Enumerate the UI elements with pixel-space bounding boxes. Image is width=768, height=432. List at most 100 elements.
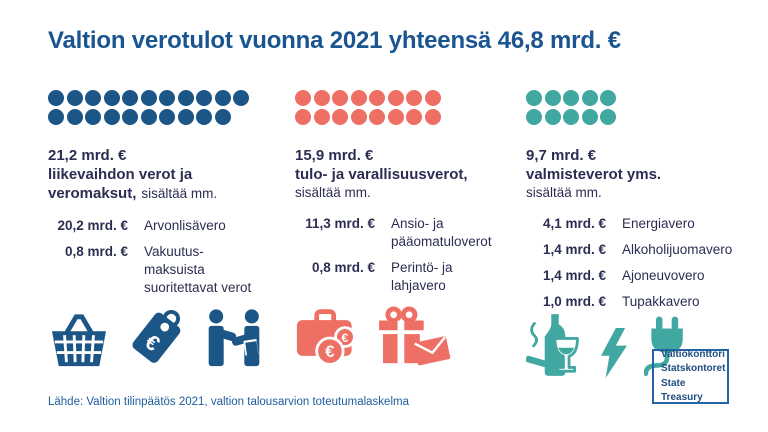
item-label: Alkoholijuomavero	[622, 241, 732, 259]
category-heading: 9,7 mrd. € valmisteverot yms. sisältää mm.	[526, 146, 732, 202]
item-label-line: lahjavero	[391, 278, 446, 294]
item-label-line: Vakuutus-	[144, 243, 204, 259]
category-name-line: tulo- ja varallisuusverot,	[295, 165, 479, 184]
unit-dot	[140, 90, 157, 106]
item-label: Tupakkavero	[622, 293, 732, 311]
item-label-line: pääomatuloverot	[391, 233, 492, 249]
unit-dot	[48, 90, 64, 106]
category-name-line: valmisteverot yms.	[526, 165, 732, 184]
item-label: Vakuutus-maksuista suoritettavat verot	[144, 243, 255, 298]
category-name-text: tulo- ja varallisuusverot,	[295, 166, 468, 184]
category-amount: 9,7 mrd. €	[526, 147, 597, 164]
price-tag-euro-icon: €	[126, 306, 188, 368]
svg-text:€: €	[325, 342, 335, 361]
source-note: Lähde: Valtion tilinpäätös 2021, valtion…	[48, 396, 409, 408]
unit-dot	[214, 109, 231, 125]
unit-dot	[526, 109, 542, 125]
unit-dot	[544, 109, 561, 125]
shopping-basket-icon	[48, 312, 110, 368]
item-label: Perintö- ja lahjavero	[391, 259, 492, 295]
item-label-line: Energiavero	[622, 215, 695, 231]
category-name-text: liikevaihdon verot ja	[48, 166, 193, 184]
category-amount: 15,9 mrd. €	[295, 147, 374, 164]
item-value: 11,3 mrd. €	[305, 215, 375, 231]
item-value: 20,2 mrd. €	[57, 217, 128, 233]
unit-dot-row	[526, 109, 732, 125]
item-value: 1,0 mrd. €	[542, 294, 606, 310]
valtiokonttori-logo: Valtiokonttori Statskontoret State Treas…	[652, 349, 729, 404]
item-value: 0,8 mrd. €	[64, 243, 128, 259]
unit-dot	[406, 109, 422, 125]
unit-dot	[424, 90, 441, 106]
unit-dot-row	[48, 90, 255, 106]
logo-line-sv: Statskontoret	[661, 363, 726, 374]
category-icons: €	[48, 306, 260, 372]
unit-dot-row	[295, 90, 479, 106]
unit-dot	[214, 90, 231, 106]
unit-dot	[177, 90, 194, 106]
item-label: Ajoneuvovero	[622, 267, 732, 285]
logo-line-en: State Treasury	[661, 377, 703, 404]
unit-dot	[544, 90, 561, 106]
tax-category-column-excise-taxes: 9,7 mrd. € valmisteverot yms. sisältää mm.…	[526, 90, 732, 378]
unit-dot	[369, 109, 385, 125]
gift-envelope-icon	[377, 306, 451, 368]
unit-dot	[526, 90, 542, 106]
unit-dot	[424, 109, 441, 125]
unit-dot	[581, 109, 598, 125]
unit-dot	[295, 90, 311, 106]
unit-dot	[563, 109, 579, 125]
unit-dot	[350, 109, 367, 125]
unit-dot-row	[48, 109, 255, 125]
unit-dot	[140, 109, 157, 125]
unit-dot	[600, 109, 616, 125]
unit-dot	[196, 109, 212, 125]
item-label-line: Ansio- ja	[391, 215, 444, 231]
unit-dot	[332, 90, 348, 106]
category-note: sisältää mm.	[526, 185, 602, 201]
tax-columns: 21,2 mrd. € liikevaihdon verot ja veromaks…	[48, 90, 732, 378]
power-plug-icon	[644, 316, 692, 378]
unit-dot	[369, 90, 385, 106]
category-note: sisältää mm.	[141, 186, 218, 202]
unit-dot	[196, 90, 212, 106]
unit-dot	[600, 90, 616, 106]
unit-dot-grid	[48, 90, 255, 128]
handshake-icon	[204, 308, 264, 368]
item-label: Arvonlisävero	[144, 217, 255, 235]
category-amount: 21,2 mrd. €	[48, 147, 127, 164]
tax-category-column-turnover-taxes: 21,2 mrd. € liikevaihdon verot ja veromaks…	[48, 90, 260, 372]
category-item-list: 11,3 mrd. € Ansio- ja pääomatuloverot 0,8 m…	[295, 215, 491, 296]
briefcase-euro-icon: € €	[295, 308, 361, 368]
item-label-line: Arvonlisävero	[144, 217, 226, 233]
item-value: 1,4 mrd. €	[542, 241, 606, 257]
category-item-list: 4,1 mrd. € Energiavero 1,4 mrd. € Alkoholij…	[526, 215, 732, 312]
item-label-line: Perintö- ja	[391, 260, 453, 276]
unit-dot-grid	[526, 90, 732, 128]
item-label-line: suoritettavat verot	[144, 280, 252, 296]
logo-line-fi: Valtiokonttori	[661, 348, 725, 360]
unit-dot-row	[526, 90, 732, 106]
tax-category-column-income-wealth-taxes: 15,9 mrd. € tulo- ja varallisuusverot, sis…	[295, 90, 492, 372]
category-item-list: 20,2 mrd. € Arvonlisävero 0,8 mrd. € Vakuut…	[48, 217, 255, 298]
unit-dot	[103, 109, 120, 125]
unit-dot	[313, 90, 330, 106]
alcohol-tobacco-icon	[526, 312, 584, 378]
unit-dot	[85, 90, 101, 106]
category-heading: 15,9 mrd. € tulo- ja varallisuusverot, sis…	[295, 146, 479, 202]
unit-dot	[563, 90, 579, 106]
unit-dot	[122, 109, 138, 125]
category-name-line: liikevaihdon verot ja	[48, 165, 255, 184]
unit-dot	[387, 109, 404, 125]
category-heading: 21,2 mrd. € liikevaihdon verot ja veromaks…	[48, 146, 255, 204]
unit-dot	[313, 109, 330, 125]
unit-dot	[159, 90, 175, 106]
item-value: 1,4 mrd. €	[542, 268, 606, 284]
page-title: Valtion verotulot vuonna 2021 yhteensä 4…	[48, 27, 621, 54]
unit-dot	[406, 90, 422, 106]
unit-dot	[66, 109, 83, 125]
unit-dot	[103, 90, 120, 106]
unit-dot	[66, 90, 83, 106]
item-label-line: maksuista	[144, 262, 205, 277]
